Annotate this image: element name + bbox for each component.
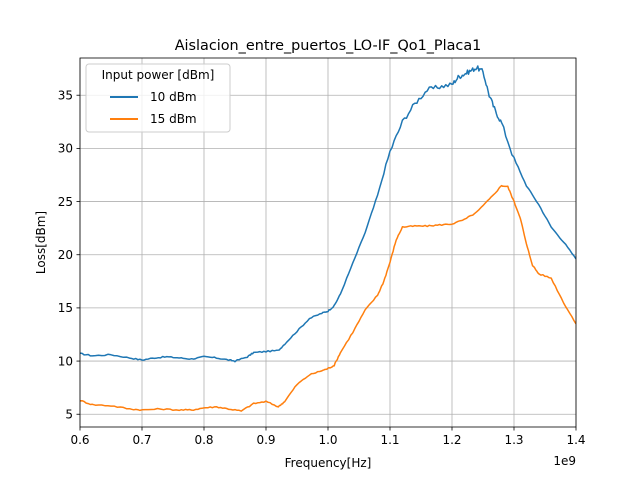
x-tick-label: 0.6 bbox=[70, 433, 89, 447]
x-tick-label: 1.1 bbox=[380, 433, 399, 447]
ticks: 0.6 0.7 0.8 0.9 1.0 1.1 1.2 1.3 1.4 5 10 15 20 25 30 35 bbox=[58, 88, 586, 447]
y-tick-label: 35 bbox=[58, 88, 73, 102]
x-tick-label: 1.4 bbox=[566, 433, 585, 447]
grid bbox=[79, 58, 577, 427]
y-tick-label: 25 bbox=[58, 195, 73, 209]
legend-box bbox=[85, 63, 231, 133]
series-line-15-dbm bbox=[80, 184, 576, 412]
y-axis-label: Loss[dBm] bbox=[34, 211, 48, 274]
x-tick-label: 1.3 bbox=[504, 433, 523, 447]
y-tick-label: 5 bbox=[65, 407, 73, 421]
legend-label-15-dbm: 15 dBm bbox=[150, 112, 197, 126]
x-axis-label: Frequency[Hz] bbox=[285, 456, 372, 470]
y-tick-label: 10 bbox=[58, 354, 73, 368]
x-tick-label: 0.9 bbox=[256, 433, 275, 447]
legend-title: Input power [dBm] bbox=[102, 68, 215, 82]
series-layer bbox=[80, 65, 576, 412]
series-line-10-dbm bbox=[80, 65, 576, 363]
legend-label-10-dbm: 10 dBm bbox=[150, 90, 197, 104]
x-tick-label: 1.2 bbox=[442, 433, 461, 447]
y-tick-label: 20 bbox=[58, 248, 73, 262]
x-tick-label: 0.7 bbox=[132, 433, 151, 447]
x-offset-label: 1e9 bbox=[553, 454, 576, 468]
x-tick-label: 1.0 bbox=[318, 433, 337, 447]
x-tick-label: 0.8 bbox=[194, 433, 213, 447]
chart-title: Aislacion_entre_puertos_LO-IF_Qo1_Placa1 bbox=[175, 38, 482, 54]
y-tick-label: 30 bbox=[58, 142, 73, 156]
y-tick-label: 15 bbox=[58, 301, 73, 315]
legend: Input power [dBm] 10 dBm 15 dBm bbox=[85, 63, 231, 133]
